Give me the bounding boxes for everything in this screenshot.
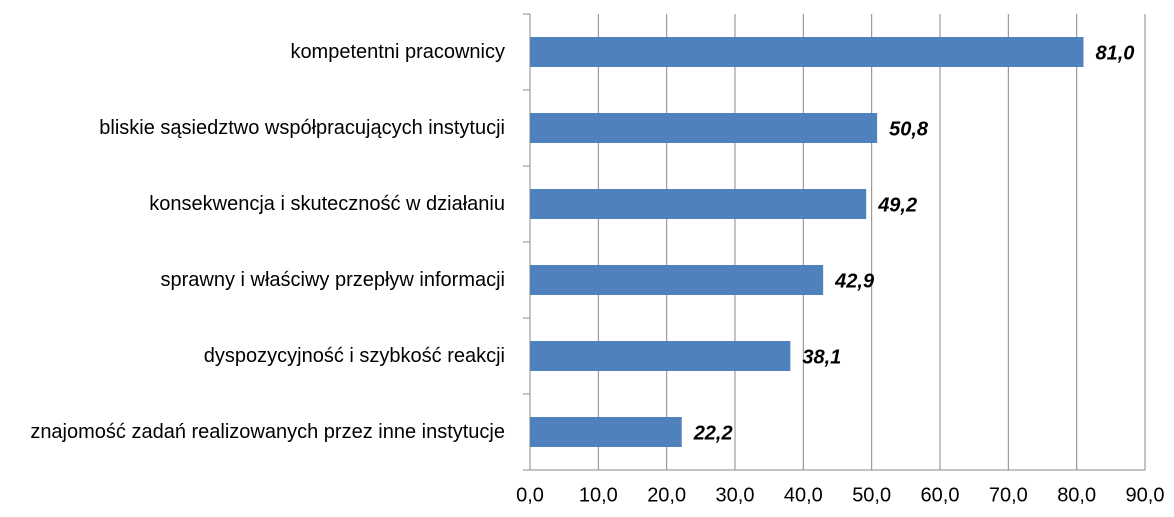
value-label: 42,9 [834, 270, 875, 292]
category-label: konsekwencja i skuteczność w działaniu [5, 164, 505, 244]
bar [530, 37, 1084, 67]
x-tick-label: 20,0 [647, 484, 686, 506]
value-label: 50,8 [889, 118, 929, 140]
x-tick-label: 30,0 [716, 484, 755, 506]
x-tick-label: 90,0 [1126, 484, 1165, 506]
value-label: 22,2 [693, 422, 733, 444]
x-tick-label: 0,0 [516, 484, 544, 506]
category-label: znajomość zadań realizowanych przez inne… [5, 392, 505, 472]
value-label: 38,1 [802, 346, 841, 368]
x-tick-label: 70,0 [989, 484, 1028, 506]
bar [530, 417, 682, 447]
bar [530, 189, 867, 219]
x-tick-label: 60,0 [921, 484, 960, 506]
category-label: sprawny i właściwy przepływ informacji [5, 240, 505, 320]
value-label: 49,2 [877, 194, 917, 216]
category-text: sprawny i właściwy przepływ informacji [160, 269, 505, 291]
category-text: konsekwencja i skuteczność w działaniu [149, 193, 505, 215]
category-text: kompetentni pracownicy [290, 41, 505, 63]
category-text: bliskie sąsiedztwo współpracujących inst… [99, 117, 505, 139]
category-label: bliskie sąsiedztwo współpracujących inst… [5, 88, 505, 168]
bar [530, 341, 791, 371]
category-text: dyspozycyjność i szybkość reakcji [203, 345, 505, 367]
category-label: dyspozycyjność i szybkość reakcji [5, 316, 505, 396]
category-text: znajomość zadań realizowanych przez inne… [30, 421, 505, 443]
bar [530, 265, 824, 295]
bar [530, 113, 878, 143]
x-tick-label: 80,0 [1057, 484, 1096, 506]
x-tick-label: 10,0 [579, 484, 618, 506]
x-tick-label: 50,0 [852, 484, 891, 506]
value-label: 81,0 [1096, 42, 1135, 64]
x-tick-label: 40,0 [784, 484, 823, 506]
category-label: kompetentni pracownicy [5, 12, 505, 92]
